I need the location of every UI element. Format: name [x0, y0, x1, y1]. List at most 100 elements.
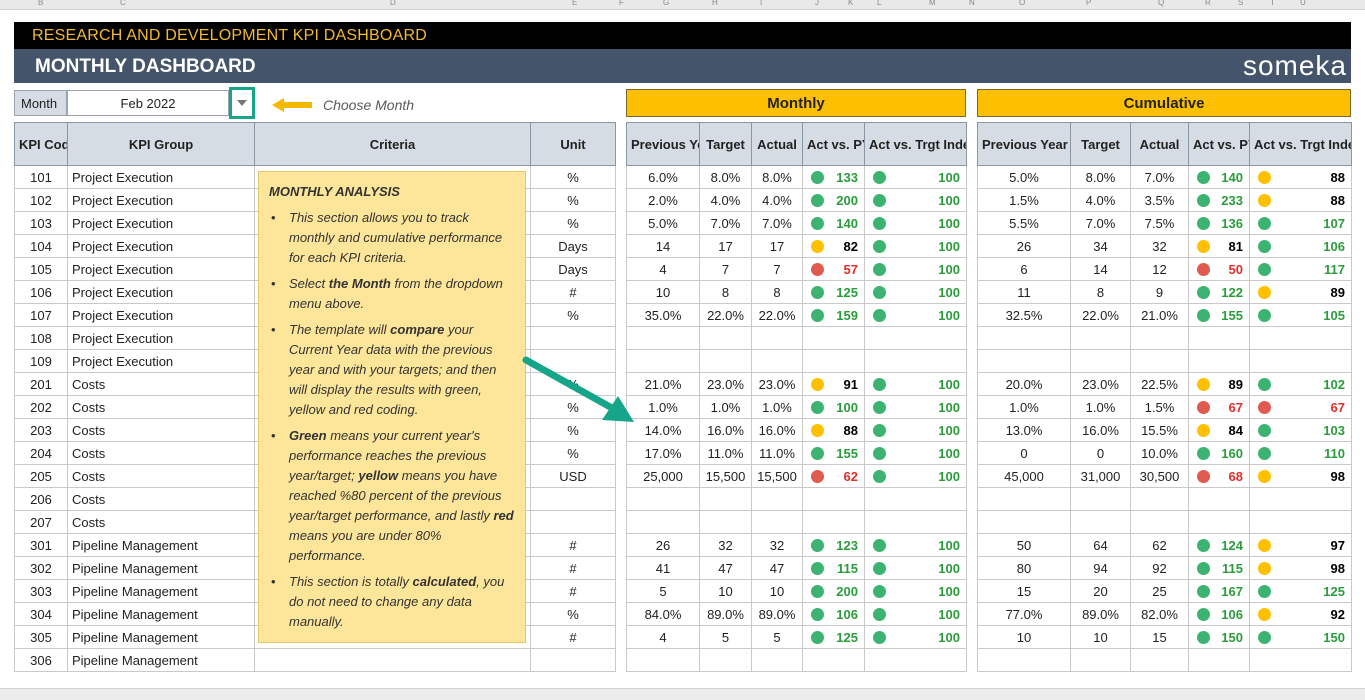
monthly-target-header: Target: [699, 122, 752, 166]
indicator-value: 150: [1323, 629, 1345, 645]
indicator-value: 100: [938, 169, 960, 185]
cumulative-act-vs-target-cell: 98: [1249, 464, 1352, 488]
status-dot-icon: [873, 285, 886, 299]
status-dot-icon: [873, 538, 886, 552]
unit-cell: #: [530, 625, 616, 649]
indicator-value: 100: [938, 261, 960, 277]
cumulative-act-vs-target-cell: 88: [1249, 165, 1352, 189]
status-dot-icon: [873, 607, 886, 621]
indicator: 102: [1254, 377, 1347, 392]
cumulative-target-cell: 22.0%: [1070, 303, 1131, 327]
status-dot-icon: [811, 239, 824, 253]
cumulative-previous-year-cell: 80: [977, 556, 1071, 580]
monthly-previous-year-cell: 25,000: [626, 464, 700, 488]
indicator-value: 100: [836, 399, 858, 415]
indicator: 100: [869, 584, 962, 599]
monthly-target-cell: 11.0%: [699, 441, 752, 465]
indicator: 103: [1254, 423, 1347, 438]
table-row: 4 7 7 57 100: [626, 257, 967, 281]
indicator: 100: [869, 561, 962, 576]
column-letter: B: [38, 0, 44, 7]
table-row: 41 47 47 115 100: [626, 556, 967, 580]
status-dot-icon: [811, 170, 824, 184]
indicator-value: 100: [938, 445, 960, 461]
cumulative-target-cell: [1070, 510, 1131, 534]
cumulative-previous-year-cell: 5.5%: [977, 211, 1071, 235]
status-dot-icon: [1197, 400, 1210, 414]
indicator: 125: [1254, 584, 1347, 599]
indicator: 124: [1193, 538, 1245, 553]
status-dot-icon: [873, 469, 886, 483]
cumulative-act-vs-target-cell: 67: [1249, 395, 1352, 419]
cumulative-act-vs-target-cell: 125: [1249, 579, 1352, 603]
table-row: 26 32 32 123 100: [626, 533, 967, 557]
monthly-table: Previous Year Target Actual Act vs. PY A…: [626, 122, 967, 672]
cumulative-act-vs-py-cell: [1188, 487, 1250, 511]
kpi-code-cell: 106: [14, 280, 68, 304]
monthly-previous-year-cell: 1.0%: [626, 395, 700, 419]
status-dot-icon: [873, 193, 886, 207]
status-dot-icon: [811, 423, 824, 437]
indicator-value: 155: [1221, 307, 1243, 323]
kpi-group-cell: Costs: [67, 464, 255, 488]
table-row: 5.0% 7.0% 7.0% 140 100: [626, 211, 967, 235]
cumulative-target-cell: [1070, 648, 1131, 672]
note-emphasis: the Month: [328, 276, 391, 291]
indicator: 100: [869, 308, 962, 323]
indicator: 155: [807, 446, 860, 461]
cumulative-target-cell: 23.0%: [1070, 372, 1131, 396]
monthly-previous-year-cell: 4: [626, 625, 700, 649]
status-dot-icon: [1197, 630, 1210, 644]
cumulative-previous-year-cell: 6: [977, 257, 1071, 281]
indicator-value: 133: [836, 169, 858, 185]
cumulative-act-vs-py-cell: 136: [1188, 211, 1250, 235]
indicator-value: 106: [1221, 606, 1243, 622]
indicator: 62: [807, 469, 860, 484]
table-row: [626, 487, 967, 511]
cumulative-previous-year-header: Previous Year: [977, 122, 1071, 166]
monthly-analysis-note: MONTHLY ANALYSIS This section allows you…: [258, 171, 526, 643]
cumulative-act-vs-target-cell: 92: [1249, 602, 1352, 626]
kpi-code-cell: 207: [14, 510, 68, 534]
kpi-group-cell: Project Execution: [67, 349, 255, 373]
indicator-value: 106: [836, 606, 858, 622]
month-select[interactable]: Feb 2022: [67, 90, 229, 116]
monthly-actual-cell: 11.0%: [751, 441, 803, 465]
monthly-previous-year-cell: 5.0%: [626, 211, 700, 235]
cumulative-act-vs-py-cell: 140: [1188, 165, 1250, 189]
column-letter: R: [1205, 0, 1211, 7]
indicator-value: 100: [938, 629, 960, 645]
cumulative-target-cell: 4.0%: [1070, 188, 1131, 212]
monthly-actual-cell: 1.0%: [751, 395, 803, 419]
monthly-previous-year-cell: 84.0%: [626, 602, 700, 626]
cumulative-act-vs-target-cell: [1249, 648, 1352, 672]
cumulative-act-vs-target-cell: [1249, 510, 1352, 534]
indicator: 233: [1193, 193, 1245, 208]
status-dot-icon: [1197, 216, 1210, 230]
cumulative-act-vs-py-cell: 167: [1188, 579, 1250, 603]
table-row: 1.5% 4.0% 3.5% 233 88: [977, 188, 1352, 212]
table-row: [626, 648, 967, 672]
status-dot-icon: [1258, 538, 1271, 552]
cumulative-act-vs-py-cell: 50: [1188, 257, 1250, 281]
cumulative-act-vs-py-cell: 81: [1188, 234, 1250, 258]
monthly-target-cell: 89.0%: [699, 602, 752, 626]
month-dropdown-button[interactable]: [229, 87, 255, 119]
indicator: 155: [1193, 308, 1245, 323]
monthly-target-cell: 5: [699, 625, 752, 649]
monthly-act-vs-py-cell: [802, 648, 865, 672]
monthly-previous-year-cell: 2.0%: [626, 188, 700, 212]
indicator: 200: [807, 584, 860, 599]
note-emphasis: calculated: [412, 574, 477, 589]
monthly-act-vs-py-cell: 91: [802, 372, 865, 396]
kpi-group-cell: Project Execution: [67, 326, 255, 350]
monthly-actual-cell: 22.0%: [751, 303, 803, 327]
monthly-target-cell: 7: [699, 257, 752, 281]
monthly-act-vs-py-cell: 88: [802, 418, 865, 442]
note-item: Select the Month from the dropdown menu …: [269, 274, 515, 314]
monthly-actual-cell: [751, 326, 803, 350]
criteria-cell[interactable]: [254, 648, 531, 672]
cumulative-previous-year-cell: [977, 326, 1071, 350]
indicator-value: 97: [1330, 537, 1345, 553]
monthly-previous-year-cell: 17.0%: [626, 441, 700, 465]
